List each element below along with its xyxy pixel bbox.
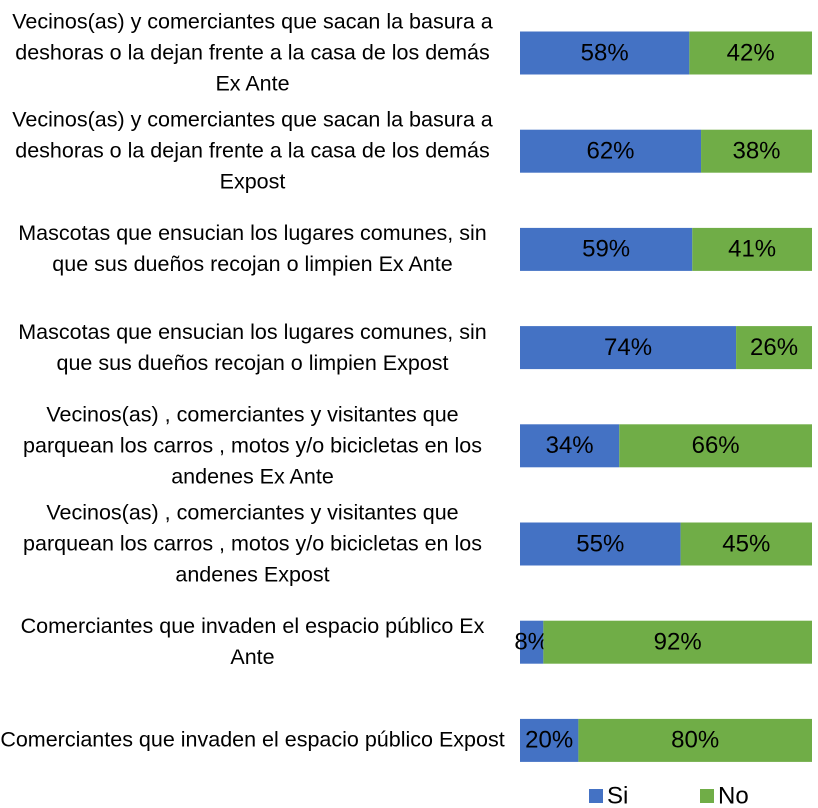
bar-segment: [692, 227, 812, 271]
data-label: 92%: [654, 629, 702, 656]
data-label: 62%: [586, 138, 634, 165]
legend-label: No: [718, 782, 749, 808]
bar-segment: [520, 326, 737, 370]
bar-segment: [520, 522, 681, 566]
legend-swatch: [589, 789, 603, 803]
legend-swatch: [700, 789, 714, 803]
bar-segment: [543, 620, 812, 664]
data-label: 58%: [581, 39, 629, 66]
data-label: 41%: [728, 236, 776, 263]
data-label: 80%: [671, 727, 719, 754]
category-label: Mascotas que ensucian los lugares comune…: [18, 221, 487, 277]
legend-label: Si: [607, 782, 628, 808]
bar-segment: [701, 129, 812, 173]
bar-segment: [520, 718, 579, 762]
data-label: 8%: [514, 629, 549, 656]
category-label: Mascotas que ensucian los lugares comune…: [18, 319, 487, 375]
bar-segment: [619, 424, 812, 468]
data-label: 20%: [525, 727, 573, 754]
data-label: 26%: [750, 334, 798, 361]
bar-segment: [736, 326, 812, 370]
data-label: 59%: [582, 236, 630, 263]
data-label: 55%: [576, 530, 624, 557]
category-label: Comerciantes que invaden el espacio públ…: [20, 614, 485, 670]
bar-segment: [578, 718, 812, 762]
bar-segment: [520, 227, 693, 271]
data-label: 66%: [692, 432, 740, 459]
data-label: 34%: [546, 432, 594, 459]
category-label: Vecinos(as) y comerciantes que sacan la …: [12, 107, 493, 194]
category-label: Vecinos(as) , comerciantes y visitantes …: [23, 402, 482, 489]
bar-segment: [680, 522, 812, 566]
category-label: Comerciantes que invaden el espacio públ…: [0, 727, 505, 752]
bar-segment: [520, 424, 620, 468]
data-label: 38%: [732, 138, 780, 165]
data-label: 42%: [727, 39, 775, 66]
category-label: Vecinos(as) y comerciantes que sacan la …: [12, 9, 493, 96]
data-label: 74%: [604, 334, 652, 361]
category-label: Vecinos(as) , comerciantes y visitantes …: [23, 500, 482, 587]
bar-segment: [689, 31, 812, 75]
bar-segment: [520, 620, 544, 664]
data-label: 45%: [722, 530, 770, 557]
bar-segment: [520, 129, 702, 173]
bar-segment: [520, 31, 690, 75]
